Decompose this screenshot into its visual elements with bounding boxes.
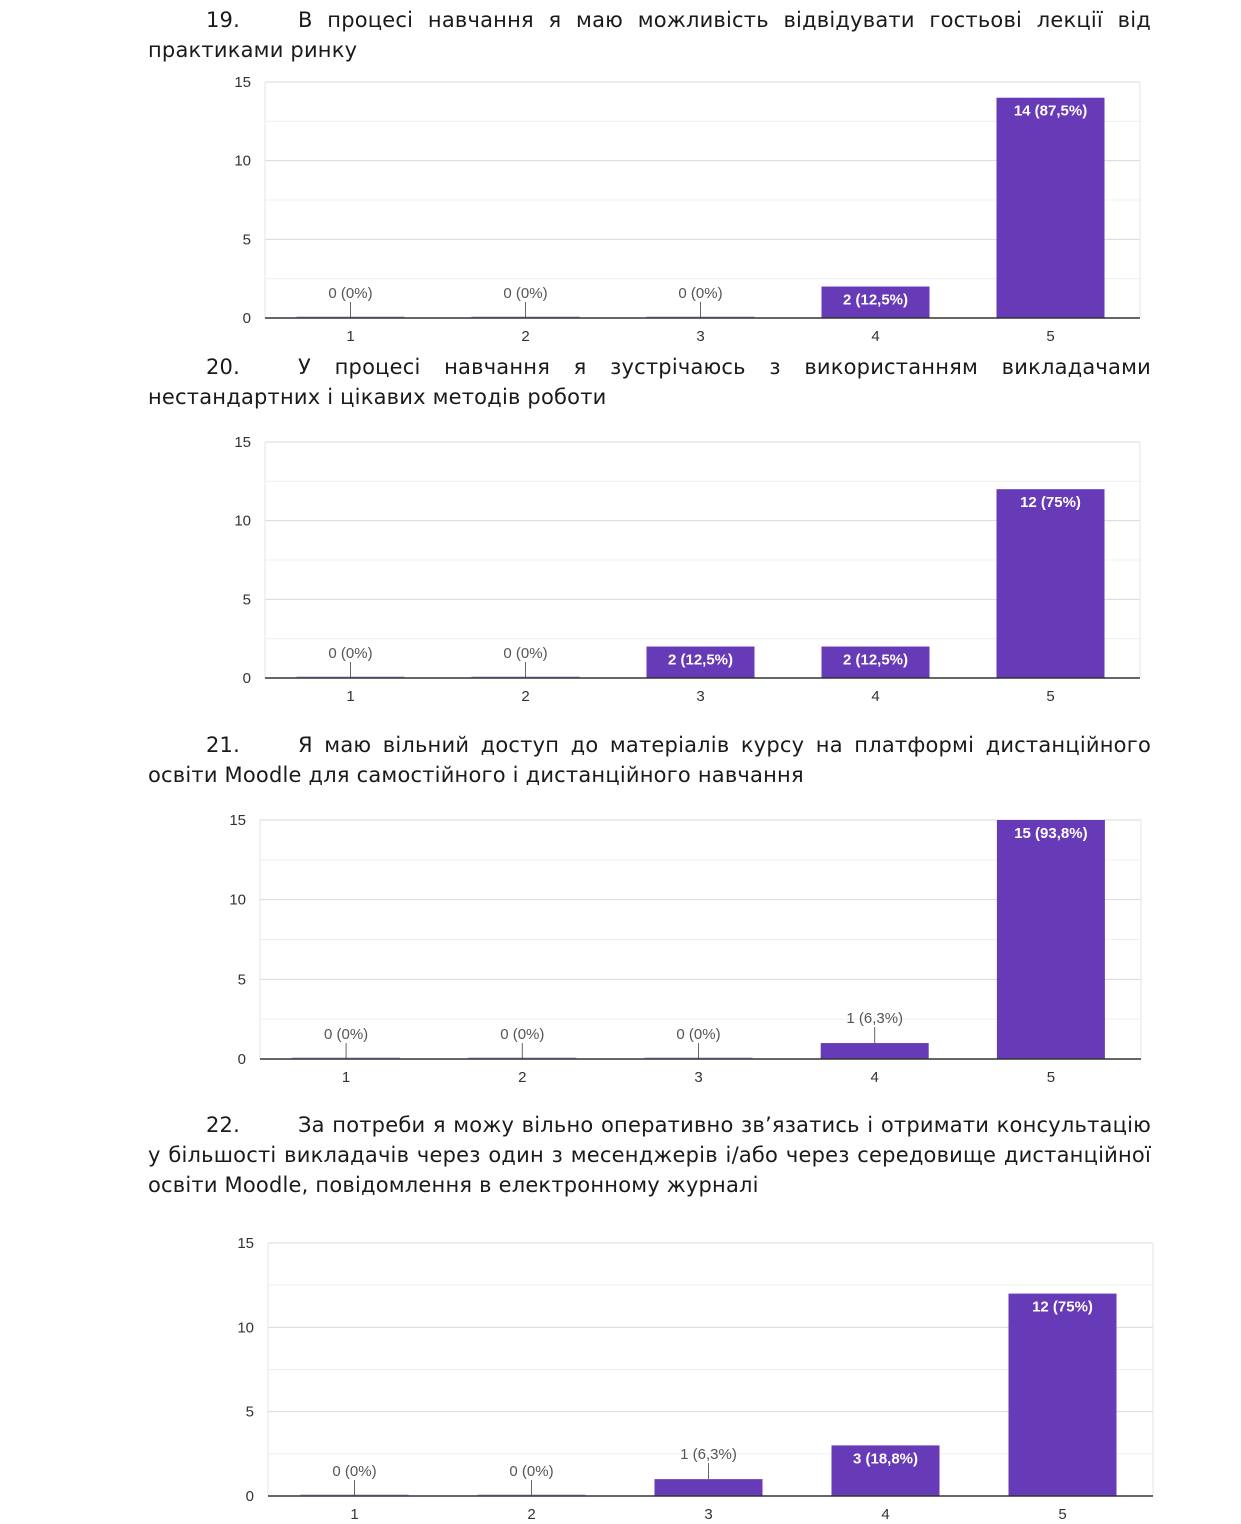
x-tick-label: 4 — [871, 328, 879, 345]
data-label: 12 (75%) — [1020, 494, 1081, 511]
y-tick-label: 15 — [229, 812, 246, 829]
y-tick-label: 5 — [243, 231, 251, 248]
y-tick-label: 5 — [243, 591, 251, 608]
data-label: 0 (0%) — [503, 645, 547, 662]
question-text: За потреби я можу вільно оперативно зв’я… — [148, 1113, 1151, 1197]
bar — [821, 646, 930, 678]
data-label: 2 (12,5%) — [843, 292, 908, 309]
y-tick-label: 10 — [234, 153, 251, 170]
data-label: 0 (0%) — [500, 1026, 544, 1043]
question-number: 21. — [206, 733, 240, 757]
data-label: 12 (75%) — [1032, 1299, 1093, 1316]
x-tick-label: 1 — [350, 1506, 358, 1523]
x-tick-label: 3 — [694, 1069, 702, 1086]
bar — [831, 1445, 940, 1496]
question-number: 22. — [206, 1113, 240, 1137]
bar — [996, 489, 1105, 678]
question-21: 21. Я маю вільний доступ до матеріалів ку… — [148, 730, 1151, 790]
data-label: 0 (0%) — [509, 1463, 553, 1480]
bar — [1008, 1293, 1117, 1496]
data-label: 0 (0%) — [324, 1026, 368, 1043]
question-19: 19. В процесі навчання я маю можливість в… — [148, 5, 1151, 65]
bar — [646, 646, 755, 678]
x-tick-label: 1 — [342, 1069, 350, 1086]
y-tick-label: 10 — [229, 892, 246, 909]
y-tick-label: 5 — [238, 971, 246, 988]
question-number: 20. — [206, 355, 240, 379]
x-tick-label: 2 — [521, 328, 529, 345]
data-label: 0 (0%) — [328, 285, 372, 302]
data-label: 14 (87,5%) — [1014, 103, 1087, 120]
x-tick-label: 2 — [518, 1069, 526, 1086]
question-20: 20. У процесі навчання я зустрічаюсь з ви… — [148, 352, 1151, 412]
chart-19: 0 5 10 15 0 (0%) 1 0 (0%) 2 0 (0%) 3 2 (12,5%) 4 14 … — [234, 74, 1141, 345]
question-text: В процесі навчання я маю можливість відв… — [148, 8, 1151, 62]
y-tick-label: 10 — [237, 1319, 254, 1336]
data-label: 1 (6,3%) — [846, 1010, 903, 1027]
x-tick-label: 5 — [1058, 1506, 1066, 1523]
x-tick-label: 3 — [696, 688, 704, 705]
x-tick-label: 4 — [881, 1506, 889, 1523]
bar — [996, 820, 1105, 1059]
x-tick-label: 3 — [696, 328, 704, 345]
data-label: 15 (93,8%) — [1014, 825, 1087, 842]
x-tick-label: 1 — [346, 328, 354, 345]
data-label: 2 (12,5%) — [843, 652, 908, 669]
data-label: 0 (0%) — [676, 1026, 720, 1043]
question-22: 22. За потреби я можу вільно оперативно з… — [148, 1110, 1151, 1200]
x-tick-label: 4 — [871, 688, 879, 705]
bar — [820, 1043, 929, 1059]
x-tick-label: 3 — [704, 1506, 712, 1523]
y-tick-label: 15 — [237, 1235, 254, 1252]
bar — [821, 286, 930, 318]
question-text: Я маю вільний доступ до матеріалів курсу… — [148, 733, 1151, 787]
y-tick-label: 10 — [234, 513, 251, 530]
data-label: 0 (0%) — [332, 1463, 376, 1480]
question-number: 19. — [206, 8, 240, 32]
x-tick-label: 5 — [1047, 1069, 1055, 1086]
x-tick-label: 2 — [521, 688, 529, 705]
y-tick-label: 0 — [243, 670, 251, 687]
data-label: 2 (12,5%) — [668, 652, 733, 669]
y-tick-label: 0 — [246, 1488, 254, 1505]
bar — [996, 97, 1105, 318]
data-label: 0 (0%) — [503, 285, 547, 302]
data-label: 3 (18,8%) — [853, 1450, 918, 1467]
bar — [654, 1479, 763, 1496]
x-tick-label: 1 — [346, 688, 354, 705]
data-label: 0 (0%) — [328, 645, 372, 662]
data-label: 1 (6,3%) — [680, 1446, 737, 1463]
x-tick-label: 5 — [1046, 688, 1054, 705]
question-text: У процесі навчання я зустрічаюсь з викор… — [148, 355, 1151, 409]
x-tick-label: 2 — [527, 1506, 535, 1523]
y-tick-label: 5 — [246, 1404, 254, 1421]
chart-21: 0 5 10 15 0 (0%) 1 0 (0%) 2 0 (0%) 3 1 (6,3%) 4 15 (… — [229, 812, 1142, 1086]
chart-22: 0 5 10 15 0 (0%) 1 0 (0%) 2 1 (6,3%) 3 3 (18,8%) 4 1… — [237, 1235, 1154, 1523]
chart-20: 0 5 10 15 0 (0%) 1 0 (0%) 2 2 (12,5%) 3 2 (12,5%) 4… — [234, 434, 1141, 705]
y-tick-label: 0 — [238, 1051, 246, 1068]
x-tick-label: 5 — [1046, 328, 1054, 345]
y-tick-label: 0 — [243, 310, 251, 327]
data-label: 0 (0%) — [678, 285, 722, 302]
y-tick-label: 15 — [234, 434, 251, 451]
x-tick-label: 4 — [871, 1069, 879, 1086]
y-tick-label: 15 — [234, 74, 251, 91]
